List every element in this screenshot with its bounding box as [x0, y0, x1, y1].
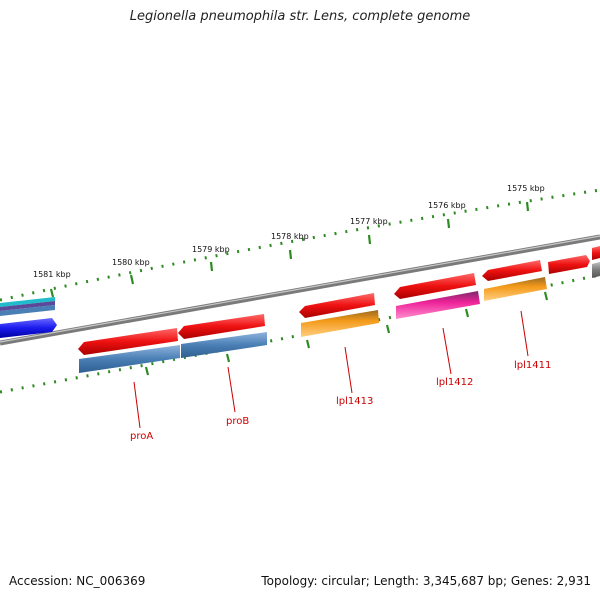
leader-line — [442, 327, 452, 375]
major-tick — [525, 201, 530, 212]
gene-labels: proA proB lpl1413 lpl1412 lpl1411 — [130, 360, 551, 442]
cds-feature-red — [548, 255, 590, 274]
major-tick — [225, 353, 231, 363]
kbp-labels: 1581 kbp 1580 kbp 1579 kbp 1578 kbp 1577… — [33, 184, 545, 279]
cds-feature-red — [592, 246, 600, 260]
major-tick — [367, 234, 372, 245]
track-feature-lpl1413 — [301, 310, 379, 337]
gene-label-proB: proB — [226, 416, 249, 427]
cds-feature-steelblue — [0, 305, 55, 316]
major-tick — [464, 308, 470, 318]
forward-cds-features — [78, 260, 542, 355]
kbp-label: 1581 kbp — [33, 270, 71, 279]
major-tick — [129, 274, 135, 285]
major-tick — [209, 261, 214, 272]
major-tick — [305, 339, 311, 349]
kbp-label: 1579 kbp — [192, 245, 230, 254]
major-tick — [385, 324, 391, 334]
track-feature-lpl1411 — [484, 277, 547, 301]
cds-feature-purple — [0, 301, 55, 311]
genome-backbone — [0, 234, 600, 346]
leader-line — [133, 381, 141, 429]
kbp-label: 1576 kbp — [428, 201, 466, 210]
cds-arrow-lpl1411 — [482, 260, 542, 281]
gene-label-proA: proA — [130, 431, 153, 442]
left-edge-features — [0, 297, 57, 338]
cds-feature-cyan — [0, 297, 55, 307]
right-edge-features — [548, 246, 600, 278]
function-track — [79, 277, 547, 373]
track-feature-proA — [79, 345, 180, 373]
genome-backbone-highlight — [0, 235, 600, 343]
label-leaders — [133, 310, 529, 429]
map-title: Legionella pneumophila str. Lens, comple… — [129, 9, 471, 24]
major-tick — [543, 291, 549, 301]
cds-arrow-proB — [178, 314, 265, 339]
outer-tick-ring — [0, 188, 600, 302]
leader-line — [344, 346, 353, 394]
inner-major-ticks — [144, 291, 549, 376]
major-ticks — [49, 201, 530, 298]
cds-arrow-lpl1413 — [299, 293, 375, 318]
track-feature-proB — [181, 332, 267, 358]
genome-stats-text: Topology: circular; Length: 3,345,687 bp… — [261, 574, 591, 588]
kbp-label: 1575 kbp — [507, 184, 545, 193]
leader-line — [227, 366, 236, 413]
major-tick — [49, 288, 55, 298]
kbp-label: 1580 kbp — [112, 258, 150, 267]
gene-label-lpl1412: lpl1412 — [436, 377, 473, 388]
cds-arrow-lpl1412 — [394, 273, 476, 299]
kbp-label: 1577 kbp — [350, 217, 388, 226]
major-tick — [288, 249, 293, 260]
major-tick — [144, 366, 150, 376]
cds-feature-blue — [0, 318, 57, 338]
gene-label-lpl1411: lpl1411 — [514, 360, 551, 371]
major-tick — [446, 218, 451, 229]
accession-text: Accession: NC_006369 — [9, 574, 146, 588]
leader-line — [520, 310, 529, 357]
cds-feature-gray — [592, 262, 600, 278]
cds-arrow-proA — [78, 328, 178, 355]
kbp-label: 1578 kbp — [271, 232, 309, 241]
gene-label-lpl1413: lpl1413 — [336, 396, 373, 407]
track-feature-lpl1412 — [396, 291, 480, 319]
